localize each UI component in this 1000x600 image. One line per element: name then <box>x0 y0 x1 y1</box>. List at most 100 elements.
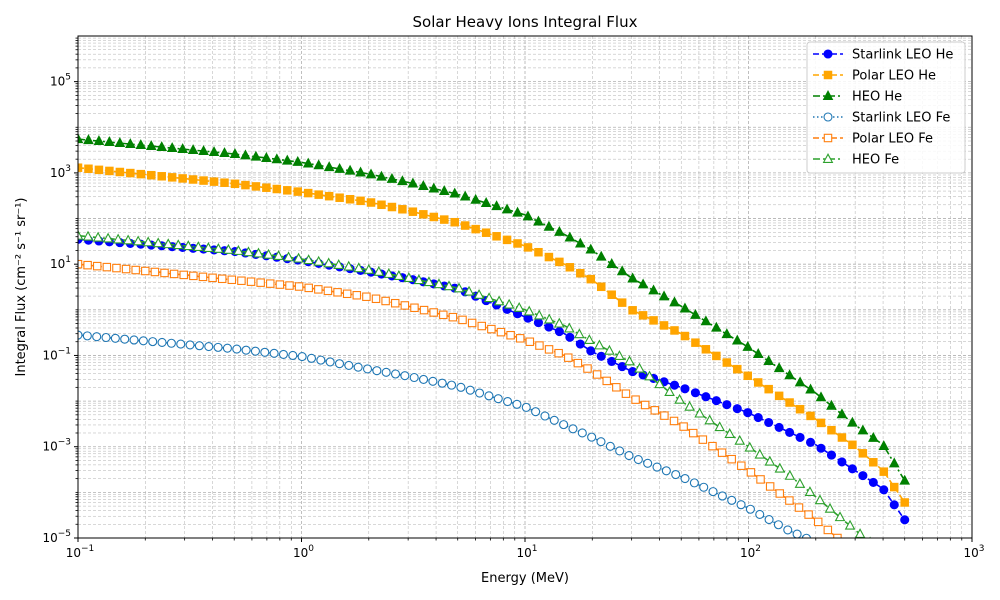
series-marker <box>764 417 774 428</box>
series-marker <box>448 312 458 322</box>
series-marker <box>343 260 355 271</box>
series-marker <box>501 203 513 214</box>
series-marker <box>837 433 847 442</box>
series-marker <box>132 235 144 246</box>
series-marker <box>418 374 429 384</box>
series-marker <box>273 250 284 261</box>
series-marker <box>408 207 418 216</box>
series-marker <box>698 435 708 444</box>
series-marker <box>352 291 362 300</box>
y-axis-label: Integral Flux (cm⁻² s⁻¹ sr⁻¹) <box>14 198 29 377</box>
series-marker <box>643 458 653 468</box>
series-marker <box>157 172 166 181</box>
y-tick-label: 10−5 <box>42 529 71 545</box>
series-marker <box>251 182 261 191</box>
series-marker <box>900 498 909 507</box>
series-marker <box>243 246 254 257</box>
series-marker <box>737 461 746 470</box>
series-marker <box>834 511 846 522</box>
series-marker <box>583 364 592 373</box>
series-marker <box>731 334 743 345</box>
series-marker <box>503 396 513 407</box>
series-marker <box>413 274 425 285</box>
series-marker <box>513 239 522 248</box>
y-tick-label: 105 <box>50 73 71 89</box>
series-marker <box>868 431 879 442</box>
series-marker <box>366 198 376 207</box>
series-marker <box>419 305 429 315</box>
series-marker <box>721 328 733 339</box>
x-tick-label: 102 <box>740 544 761 560</box>
series-marker <box>553 317 565 328</box>
series-marker <box>177 143 188 154</box>
series-marker <box>335 193 344 202</box>
series-marker <box>475 388 485 398</box>
series-marker <box>844 519 856 530</box>
series-marker <box>306 353 317 363</box>
series-marker <box>102 262 112 272</box>
series-marker <box>858 471 868 481</box>
series-marker <box>602 376 611 386</box>
series-marker <box>203 242 214 252</box>
series-marker <box>544 252 554 262</box>
series-marker <box>381 296 390 306</box>
legend-label: Polar LEO Fe <box>852 132 933 147</box>
series-marker <box>594 339 605 350</box>
series-4 <box>78 259 842 538</box>
series-marker <box>407 177 419 188</box>
series-marker <box>714 421 726 432</box>
series-marker <box>724 428 736 438</box>
series-marker <box>283 186 292 195</box>
series-marker <box>700 315 712 326</box>
series-marker <box>708 487 718 497</box>
series-marker <box>324 191 334 201</box>
series-marker <box>564 353 573 362</box>
series-marker <box>858 449 868 458</box>
series-marker <box>147 170 156 180</box>
series-marker <box>185 340 195 350</box>
series-marker <box>523 243 533 252</box>
series-marker <box>131 265 140 275</box>
series-marker <box>534 247 543 257</box>
series-marker <box>847 464 857 474</box>
series-marker <box>638 311 648 320</box>
series-layer <box>78 133 911 538</box>
series-marker <box>577 428 587 438</box>
series-marker <box>390 298 400 308</box>
series-marker <box>701 345 711 354</box>
series-marker <box>483 292 495 303</box>
series-marker <box>584 334 595 344</box>
series-marker <box>679 422 688 431</box>
series-marker <box>484 391 494 401</box>
legend-item: Starlink LEO He <box>813 48 953 63</box>
ticks: 10−1 100 101 102 103 10−5 10−3 10−1 101 103 105 <box>42 37 985 560</box>
series-marker <box>314 285 323 294</box>
series-5 <box>78 229 871 538</box>
x-axis-label: Energy (MeV) <box>481 571 569 586</box>
series-marker <box>813 517 823 527</box>
series-marker <box>303 188 313 198</box>
series-marker <box>649 316 658 325</box>
series-marker <box>607 356 617 366</box>
series-marker <box>732 404 742 414</box>
series-marker <box>496 327 506 337</box>
series-marker <box>549 415 559 425</box>
series-marker <box>754 448 766 459</box>
series-marker <box>669 296 680 307</box>
series-marker <box>784 469 796 480</box>
series-marker <box>129 335 139 345</box>
series-marker <box>187 144 199 155</box>
series-marker <box>745 504 755 514</box>
series-marker <box>157 337 167 347</box>
series-marker <box>889 500 899 510</box>
series-marker <box>664 386 675 396</box>
series-marker <box>250 150 262 161</box>
series-marker <box>373 265 385 276</box>
series-marker <box>365 168 377 179</box>
series-marker <box>473 288 485 299</box>
series-marker <box>764 455 776 466</box>
series-marker <box>753 412 763 423</box>
series-marker <box>229 148 241 159</box>
series-marker <box>795 404 805 414</box>
series-marker <box>443 280 455 291</box>
